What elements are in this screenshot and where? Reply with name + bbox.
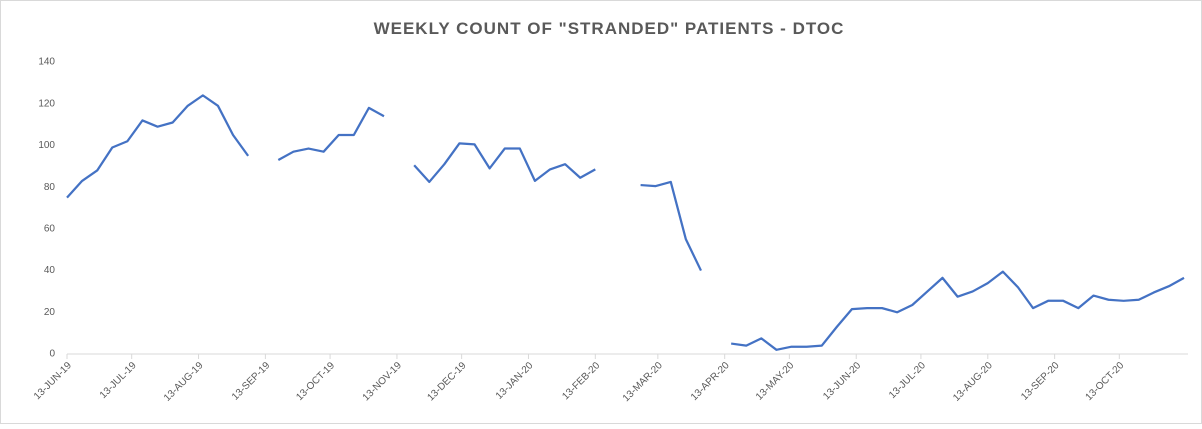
y-tick-label: 100 <box>38 140 55 151</box>
y-tick-label: 0 <box>49 349 55 360</box>
y-tick-label: 60 <box>44 223 56 234</box>
data-line <box>66 94 1185 351</box>
y-tick-label: 120 <box>38 98 55 109</box>
chart-title: WEEKLY COUNT OF "STRANDED" PATIENTS - DT… <box>374 19 845 38</box>
y-tick-label: 140 <box>38 57 55 68</box>
y-tick-label: 40 <box>44 265 56 276</box>
y-tick-label: 20 <box>44 307 56 318</box>
y-tick-label: 80 <box>44 182 56 193</box>
